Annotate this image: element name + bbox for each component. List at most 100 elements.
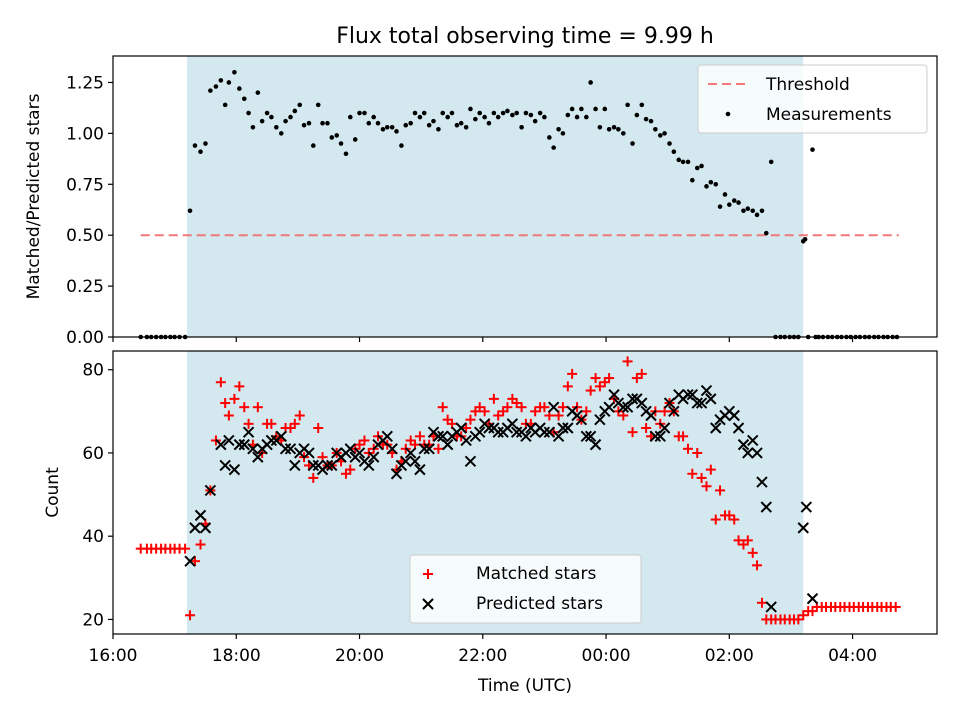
cross-b (765, 601, 777, 613)
measurement-point (301, 122, 307, 128)
matched-star-point (710, 514, 721, 525)
cross-b (423, 443, 435, 455)
cross-b (557, 422, 569, 434)
matched-star-point (223, 410, 234, 421)
predicted-star-point (806, 592, 819, 605)
cross-b (483, 422, 495, 434)
cross-b (386, 443, 398, 455)
measurement-point (445, 114, 450, 120)
measurement-point (347, 114, 353, 120)
bottom-panel: 20 40 60 80 16:00 18:00 20:00 22:00 00:00 02:00 0… (43, 350, 938, 696)
cross-b (289, 459, 301, 472)
matched-star-point (562, 381, 573, 392)
matched-star-point (294, 410, 305, 421)
cross-b (742, 447, 754, 459)
measurement-point (436, 127, 441, 132)
predicted-star-point (219, 459, 231, 472)
matched-star-point (747, 547, 758, 558)
cross-b (552, 430, 565, 443)
matched-star-point (180, 543, 191, 554)
bottom-y-tick-label: 80 (82, 361, 104, 381)
cross-b (668, 405, 680, 418)
measurement-point (532, 118, 538, 124)
legend-matched-swatch (423, 569, 433, 579)
predicted-star-point (473, 426, 486, 438)
cross-b (603, 401, 615, 413)
measurement-point (310, 143, 316, 148)
cross-b (303, 447, 315, 459)
legend-predicted-swatch (422, 598, 434, 610)
measurement-point (325, 120, 330, 126)
measurement-point (491, 110, 497, 116)
measurement-point (722, 192, 728, 197)
top-y-ticks: 0.00 0.25 0.50 0.75 1.00 1.25 (66, 73, 113, 348)
cross-b (732, 422, 745, 434)
measurement-point (551, 145, 556, 150)
measurement-point (246, 110, 251, 116)
matched-star-point (585, 385, 596, 396)
measurement-point (597, 124, 603, 130)
matched-star-point (185, 610, 196, 621)
matched-star-point (461, 422, 472, 433)
measurement-point (514, 110, 519, 116)
measurement-point (468, 106, 473, 112)
predicted-star-point (747, 434, 759, 447)
cross-b (682, 388, 694, 401)
measurement-point (676, 157, 682, 163)
predicted-star-point (580, 430, 593, 443)
predicted-star-point (289, 459, 301, 472)
cross-b (353, 447, 366, 459)
predicted-star-point (543, 426, 556, 438)
measurement-point (662, 131, 667, 136)
matched-star-point (433, 443, 444, 454)
measurement-point (264, 110, 270, 116)
measurement-point (754, 212, 760, 218)
predicted-star-point (381, 430, 393, 443)
measurement-point (399, 143, 404, 148)
cross-b (520, 430, 532, 443)
measurement-point (375, 120, 381, 126)
cross-b (705, 393, 717, 405)
predicted-star-point (194, 509, 207, 522)
measurement-point (547, 135, 552, 140)
bottom-axes-frame (112, 350, 938, 635)
predicted-star-point (538, 426, 551, 438)
predicted-star-point (386, 443, 398, 455)
measurement-point (690, 177, 695, 183)
predicted-star-point (557, 422, 569, 434)
matched-star-point (752, 560, 763, 571)
x-tick-label: 02:00 (705, 646, 754, 666)
matched-star-point (465, 414, 476, 425)
predicted-star-point (199, 522, 212, 534)
predicted-star-point (464, 455, 477, 467)
measurement-point (745, 206, 751, 212)
predicted-star-point (303, 447, 315, 459)
predicted-star-point (732, 422, 745, 434)
top-title: Flux total observing time = 9.99 h (336, 24, 714, 49)
cross-b (621, 401, 634, 413)
cross-b (184, 555, 196, 567)
measurement-point (357, 110, 362, 116)
cross-b (728, 409, 740, 422)
cross-b (409, 455, 421, 467)
measurement-point (680, 159, 686, 165)
top-y-tick-label: 0.75 (66, 175, 104, 195)
measurement-point (727, 202, 732, 207)
cross-b (747, 434, 759, 447)
predicted-star-point (409, 455, 421, 467)
measurement-point (389, 124, 395, 130)
measurement-point (643, 116, 649, 122)
x-tick-label: 18:00 (212, 646, 261, 666)
predicted-star-point (390, 468, 403, 480)
measurement-point (519, 124, 524, 130)
predicted-star-point (363, 459, 375, 472)
measurement-point (380, 127, 386, 132)
measurement-point (449, 110, 455, 116)
matched-star-point (641, 422, 652, 433)
top-legend: Threshold Measurements (697, 64, 928, 134)
predicted-star-point (547, 401, 560, 413)
bottom-y-axis-label: Count (43, 467, 63, 518)
matched-star-point (729, 514, 740, 525)
measurement-point (440, 110, 446, 116)
predicted-star-point (728, 409, 740, 422)
